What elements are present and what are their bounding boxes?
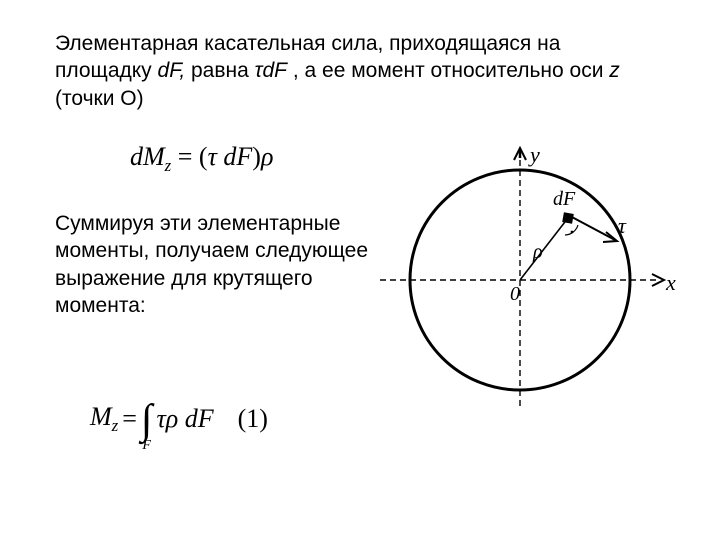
- label-tau: τ: [618, 213, 627, 238]
- f1-close: ): [252, 142, 261, 171]
- label-rho: ρ: [532, 241, 543, 263]
- p2-text: Суммируя эти элементарные моменты, получ…: [55, 212, 368, 317]
- integral-icon: ∫: [141, 404, 153, 436]
- f1-open: (: [199, 142, 208, 171]
- p1-mid1: равна: [191, 59, 255, 82]
- label-O: 0: [510, 283, 520, 305]
- f2-integrand: τρ dF: [156, 404, 213, 434]
- paragraph-2: Суммируя эти элементарные моменты, получ…: [55, 210, 375, 319]
- p1-mid2: , а ее момент относительно оси: [293, 59, 609, 82]
- paragraph-1: Элементарная касательная сила, приходяща…: [55, 30, 655, 112]
- f1-rho: ρ: [261, 142, 273, 171]
- p1-z: z: [609, 59, 620, 82]
- f2-zsub: z: [112, 416, 119, 435]
- f2-int-bottom: F: [142, 440, 151, 453]
- label-x: x: [665, 270, 676, 295]
- p1-taudF: τdF: [255, 59, 287, 82]
- cross-section-diagram: y x 0 ρ dF τ: [370, 130, 690, 430]
- f2-eq: =: [122, 404, 137, 434]
- label-dF: dF: [553, 188, 576, 210]
- p1-after: (точки O): [55, 87, 144, 110]
- f1-eq: =: [171, 142, 199, 171]
- f1-dM: dM: [130, 142, 165, 171]
- formula-2: Mz = ∫ F τρ dF (1): [90, 390, 268, 449]
- p1-dF: dF,: [158, 59, 186, 82]
- f2-M: M: [90, 402, 112, 431]
- f2-eqnum: (1): [238, 404, 268, 434]
- formula-1: dMz = (τ dF)ρ: [130, 142, 273, 176]
- f1-dF: dF: [217, 142, 252, 171]
- f1-tau: τ: [208, 142, 217, 171]
- label-y: y: [528, 142, 540, 167]
